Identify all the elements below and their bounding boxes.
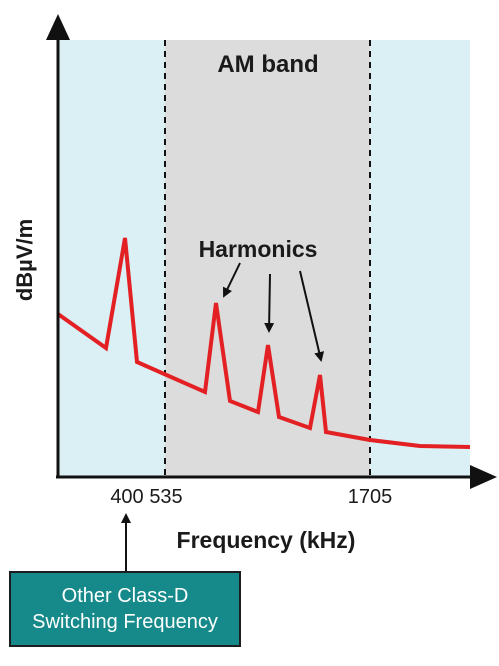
callout-line-2: Switching Frequency [32, 611, 218, 633]
am-band-region [165, 40, 370, 477]
harmonics-label: Harmonics [199, 236, 318, 262]
harmonic-arrow-2 [264, 273, 275, 333]
x-axis-arrowhead [470, 465, 497, 489]
tick-label-400: 400 [110, 486, 143, 508]
band-label: AM band [217, 51, 318, 78]
callout-line-1: Other Class-D [61, 585, 189, 607]
harmonic-arrow-1 [222, 262, 241, 298]
x-axis-label: Frequency (kHz) [177, 527, 356, 553]
y-axis-label: dBµV/m [12, 219, 37, 301]
class-d-switching-callout: Other Class-D Switching Frequency [9, 571, 241, 647]
tick-label-1705: 1705 [348, 486, 393, 508]
signal-spectrum-line [56, 237, 471, 449]
harmonic-arrow-3 [299, 270, 325, 362]
tick-label-535: 535 [149, 486, 182, 508]
y-axis-arrowhead [46, 14, 70, 40]
